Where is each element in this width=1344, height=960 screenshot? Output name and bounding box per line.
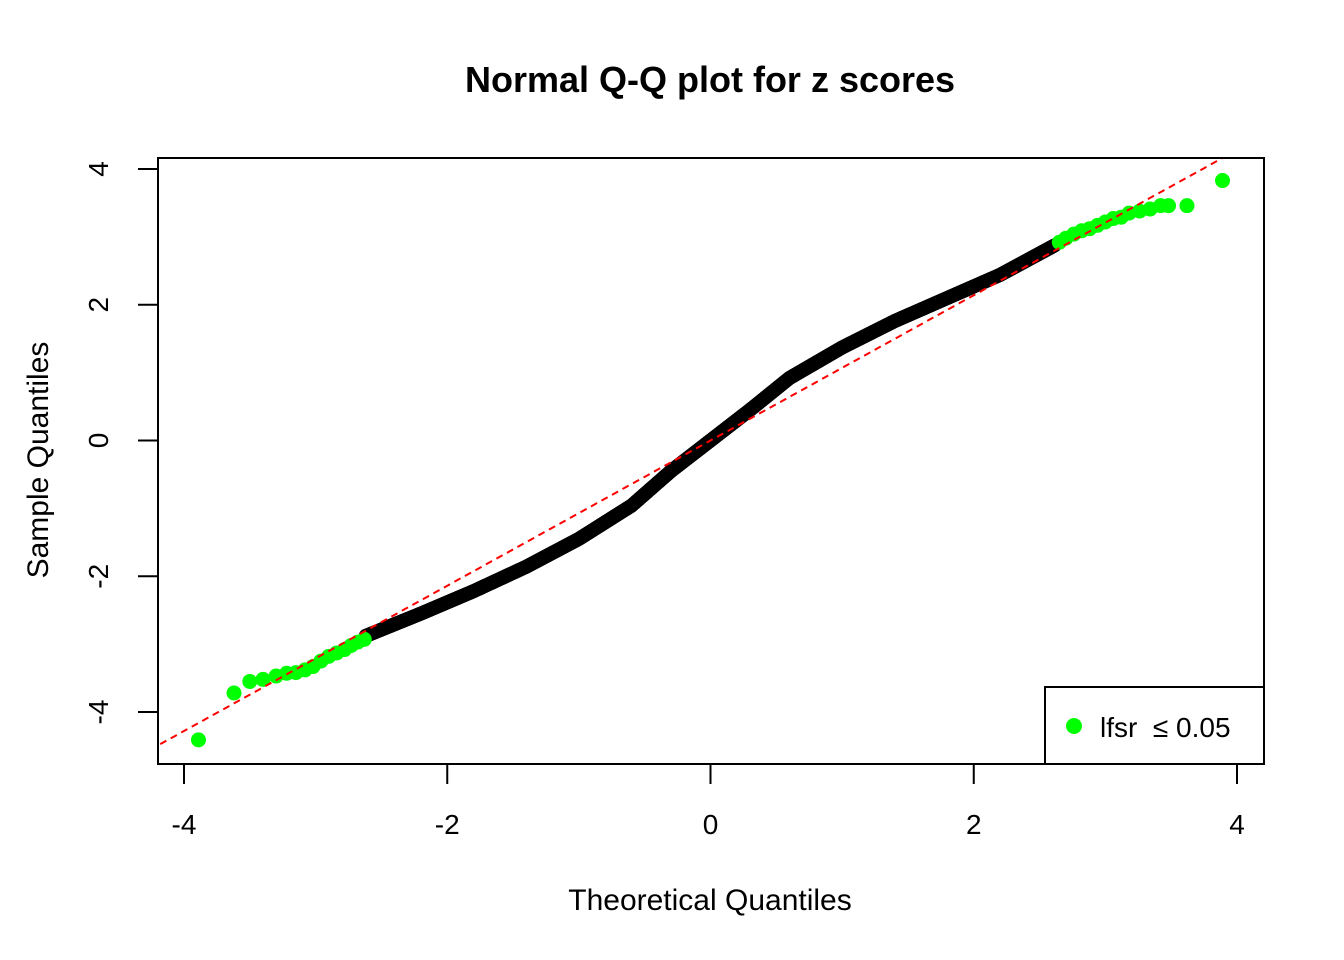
y-tick-label: 4 bbox=[83, 161, 114, 177]
plot-frame bbox=[157, 157, 1265, 765]
y-axis-label: Sample Quantiles bbox=[22, 342, 55, 579]
chart-title: Normal Q-Q plot for z scores bbox=[465, 59, 955, 100]
legend: lfsr ≤ 0.05 bbox=[1044, 686, 1265, 765]
highlight-series bbox=[190, 173, 1231, 748]
highlight-point bbox=[1215, 173, 1231, 189]
highlight-point bbox=[1179, 198, 1195, 214]
y-tick-label: 2 bbox=[83, 297, 114, 313]
reference-line bbox=[158, 158, 1225, 747]
x-tick-label: 2 bbox=[966, 809, 982, 840]
x-tick-label: -2 bbox=[435, 809, 460, 840]
x-tick-label: 0 bbox=[703, 809, 719, 840]
highlight-point bbox=[1161, 198, 1177, 214]
plot-area bbox=[158, 158, 1231, 748]
y-axis: -4 -2 0 2 4 bbox=[83, 161, 159, 725]
x-axis: -4 -2 0 2 4 bbox=[172, 763, 1245, 840]
highlight-point bbox=[356, 631, 372, 647]
x-axis-label: Theoretical Quantiles bbox=[568, 884, 851, 917]
highlight-point bbox=[226, 685, 242, 701]
main-series bbox=[358, 238, 1062, 643]
legend-label: lfsr ≤ 0.05 bbox=[1100, 712, 1231, 743]
x-tick-label: 4 bbox=[1229, 809, 1245, 840]
highlight-point bbox=[255, 671, 271, 687]
highlight-point bbox=[242, 673, 258, 689]
y-tick-label: 0 bbox=[83, 433, 114, 449]
y-tick-label: -2 bbox=[83, 564, 114, 589]
x-tick-label: -4 bbox=[172, 809, 197, 840]
highlight-point bbox=[190, 732, 206, 748]
legend-marker bbox=[1066, 718, 1082, 734]
y-tick-label: -4 bbox=[83, 700, 114, 725]
